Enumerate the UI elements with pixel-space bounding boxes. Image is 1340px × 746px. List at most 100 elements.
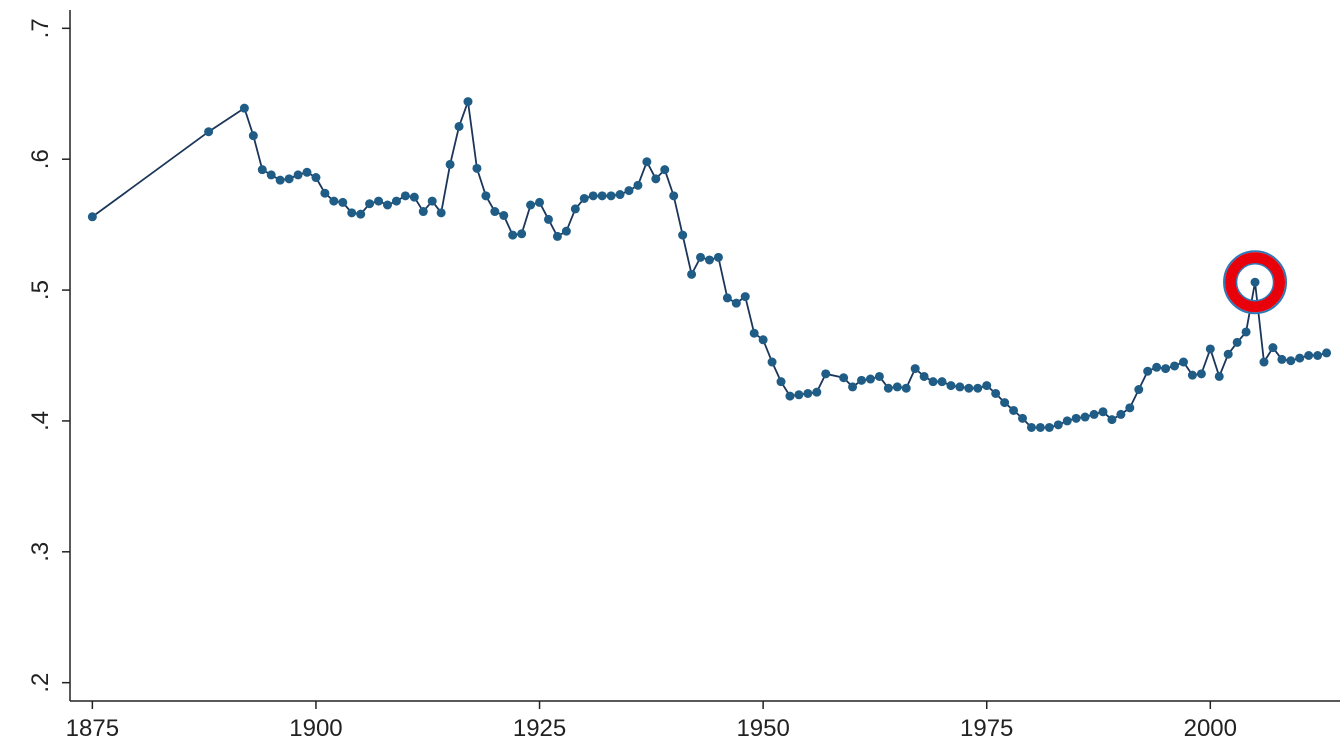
point — [973, 383, 983, 393]
point — [883, 383, 893, 393]
point — [1241, 327, 1251, 337]
point — [284, 174, 294, 184]
point — [266, 170, 276, 180]
point — [1205, 344, 1215, 354]
point — [776, 377, 786, 387]
point — [839, 373, 849, 383]
point — [1071, 413, 1081, 423]
point — [1116, 409, 1126, 419]
point — [1098, 407, 1108, 417]
point — [874, 371, 884, 381]
x-tick-label: 1975 — [960, 715, 1013, 742]
point — [1295, 353, 1305, 363]
point — [696, 252, 706, 262]
point — [409, 192, 419, 202]
point — [418, 207, 428, 217]
point — [731, 298, 741, 308]
x-tick-label: 2000 — [1184, 715, 1237, 742]
point — [919, 371, 929, 381]
point — [1044, 422, 1054, 432]
point — [561, 226, 571, 236]
point — [570, 204, 580, 214]
x-tick-label: 1950 — [736, 715, 789, 742]
point — [937, 377, 947, 387]
point — [892, 382, 902, 392]
point — [651, 174, 661, 184]
point — [320, 188, 330, 198]
point — [982, 381, 992, 391]
point — [1107, 415, 1117, 425]
point — [624, 186, 634, 196]
y-tick-label: .3 — [27, 542, 54, 562]
point — [436, 208, 446, 218]
line — [91, 101, 1327, 429]
point — [579, 193, 589, 203]
point — [1178, 357, 1188, 367]
point — [955, 382, 965, 392]
point — [1187, 370, 1197, 380]
point — [865, 374, 875, 384]
point — [794, 390, 804, 400]
point — [1304, 351, 1314, 360]
point — [391, 196, 401, 206]
point — [1000, 398, 1010, 408]
point — [758, 335, 768, 345]
point — [803, 388, 813, 398]
highlight-ring — [1225, 252, 1286, 313]
point — [669, 191, 679, 201]
point — [964, 383, 974, 393]
point — [597, 191, 607, 201]
point — [427, 196, 437, 206]
point — [1313, 351, 1323, 360]
point — [991, 388, 1001, 398]
point — [946, 381, 956, 391]
highlight-ring — [1235, 262, 1275, 302]
point — [678, 230, 688, 240]
point — [642, 157, 652, 167]
point — [1170, 361, 1180, 371]
point — [1134, 385, 1144, 395]
point — [1026, 422, 1036, 432]
point — [704, 255, 714, 265]
point — [517, 229, 527, 239]
y-tick-label: .4 — [27, 411, 54, 431]
point — [1089, 409, 1099, 419]
point — [338, 197, 348, 207]
point — [499, 210, 509, 220]
x-tick-label: 1900 — [289, 715, 342, 742]
point — [1232, 337, 1242, 347]
point — [257, 165, 267, 175]
point — [463, 97, 473, 107]
point — [472, 163, 482, 173]
y-tick-label: .2 — [27, 673, 54, 693]
point — [1250, 277, 1260, 287]
point — [526, 200, 536, 210]
point — [302, 167, 312, 177]
point — [588, 191, 598, 201]
point — [383, 200, 392, 210]
point — [1125, 403, 1135, 413]
point — [1286, 356, 1296, 366]
point — [490, 207, 500, 217]
point — [1018, 413, 1027, 423]
point — [722, 293, 732, 303]
point — [1009, 405, 1019, 415]
x-tick-label: 1875 — [66, 715, 119, 742]
point — [615, 190, 625, 200]
point — [821, 369, 831, 379]
point — [687, 269, 697, 279]
point — [445, 159, 455, 169]
point — [481, 191, 491, 201]
point — [248, 131, 258, 141]
y-tick-label: .6 — [27, 149, 54, 169]
point — [910, 364, 920, 374]
point — [1035, 422, 1045, 432]
point — [1259, 357, 1269, 367]
point — [1161, 364, 1171, 374]
point — [239, 103, 249, 113]
point — [1277, 354, 1287, 364]
x-tick-label: 1925 — [513, 715, 566, 742]
point — [275, 175, 285, 185]
point — [374, 196, 384, 206]
point — [1143, 366, 1153, 376]
